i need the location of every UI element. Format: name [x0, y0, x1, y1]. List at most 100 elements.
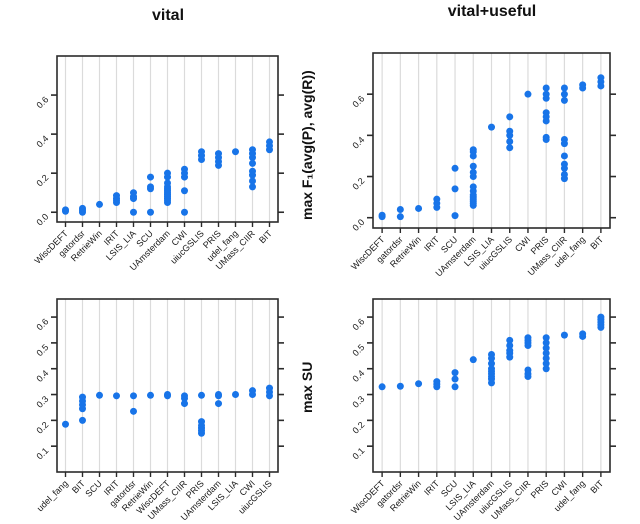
data-point	[79, 416, 86, 424]
data-point	[542, 344, 550, 352]
data-point	[232, 391, 239, 399]
data-point	[215, 391, 222, 399]
data-point	[181, 400, 188, 408]
y-tick-label: 0.6	[34, 94, 50, 110]
x-category-label: PRIS	[529, 478, 551, 500]
x-category-label: BIT	[257, 228, 274, 245]
data-point	[79, 393, 86, 401]
data-point	[249, 387, 256, 395]
data-point	[451, 369, 459, 377]
data-point	[249, 146, 256, 154]
data-point	[506, 336, 514, 344]
data-point	[198, 418, 205, 426]
panel-vital-useful-max-su: 0.10.20.30.40.50.6WiscDEFTgatordsrRetrie…	[349, 298, 616, 523]
data-point	[469, 356, 477, 364]
data-point	[488, 123, 495, 131]
data-point	[164, 391, 171, 399]
data-point	[249, 159, 256, 167]
data-point	[147, 391, 154, 399]
data-point	[396, 382, 404, 390]
data-point	[451, 212, 459, 220]
data-point	[506, 144, 514, 152]
plot-title-vital-useful: vital+useful	[447, 3, 537, 20]
data-point	[96, 200, 103, 208]
data-point	[130, 208, 137, 216]
y-tick-label: 0.5	[350, 342, 366, 358]
data-point	[62, 206, 69, 214]
data-point	[215, 400, 222, 408]
data-point	[147, 183, 154, 191]
y-tick-label: 0.1	[350, 446, 366, 462]
data-point	[249, 167, 256, 175]
data-point	[198, 391, 205, 399]
data-point	[147, 173, 154, 181]
panel-vital-max-f1: 0.00.20.40.6WiscDEFTgatordsrRetrieWinIRI…	[32, 55, 284, 273]
data-point	[597, 74, 605, 82]
data-point	[560, 84, 568, 92]
data-point	[415, 204, 423, 212]
data-point	[181, 208, 188, 216]
data-point	[164, 169, 171, 177]
data-point	[560, 96, 568, 104]
x-category-label: SCU	[83, 478, 104, 499]
y-axis-label-max-f1: max F₁(avg(P), avg(R))	[299, 70, 315, 220]
data-point	[198, 148, 205, 156]
y-tick-label: 0.4	[350, 368, 366, 384]
data-point	[433, 378, 441, 386]
data-point	[232, 148, 239, 156]
data-point	[451, 383, 459, 391]
data-point	[524, 366, 532, 374]
y-tick-label: 0.3	[350, 394, 366, 410]
plot-title-vital: vital	[151, 7, 185, 24]
y-tick-label: 0.2	[350, 420, 366, 436]
data-point	[579, 81, 587, 89]
y-tick-label: 0.6	[350, 316, 366, 332]
data-point	[506, 347, 514, 355]
data-point	[396, 205, 404, 213]
data-point	[181, 187, 188, 195]
data-point	[79, 204, 86, 212]
data-point	[524, 334, 532, 342]
y-tick-label: 0.6	[350, 94, 366, 110]
y-axis-label-max-su: max SU	[299, 361, 315, 413]
data-point	[560, 152, 568, 160]
data-point	[506, 113, 514, 121]
data-point	[113, 192, 120, 200]
data-point	[96, 391, 103, 399]
y-tick-label: 0.2	[350, 176, 366, 192]
data-point	[579, 330, 587, 338]
data-point	[542, 354, 550, 362]
data-point	[542, 334, 550, 342]
data-point	[560, 135, 568, 143]
data-point	[488, 360, 495, 368]
y-tick-label: 0.4	[34, 133, 50, 149]
data-point	[542, 84, 550, 92]
data-point	[215, 150, 222, 158]
data-point	[266, 384, 273, 392]
data-point	[542, 109, 550, 117]
data-point	[62, 420, 69, 428]
data-point	[469, 183, 477, 191]
data-point	[249, 183, 256, 191]
y-tick-label: 0.4	[34, 368, 50, 384]
data-point	[506, 341, 514, 349]
x-category-label: IRIT	[422, 234, 441, 253]
y-tick-label: 0.6	[34, 316, 50, 332]
data-point	[560, 160, 568, 168]
y-tick-label: 0.3	[34, 394, 50, 410]
data-point	[451, 375, 459, 383]
x-category-label: udel_fang	[35, 478, 70, 513]
data-point	[266, 138, 273, 146]
data-point	[181, 392, 188, 400]
data-point	[433, 195, 441, 203]
data-point	[542, 90, 550, 98]
x-category-label: BIT	[588, 478, 605, 495]
y-tick-label: 0.2	[34, 420, 50, 436]
data-point	[130, 189, 137, 197]
data-point	[542, 133, 550, 141]
data-point	[469, 168, 477, 176]
